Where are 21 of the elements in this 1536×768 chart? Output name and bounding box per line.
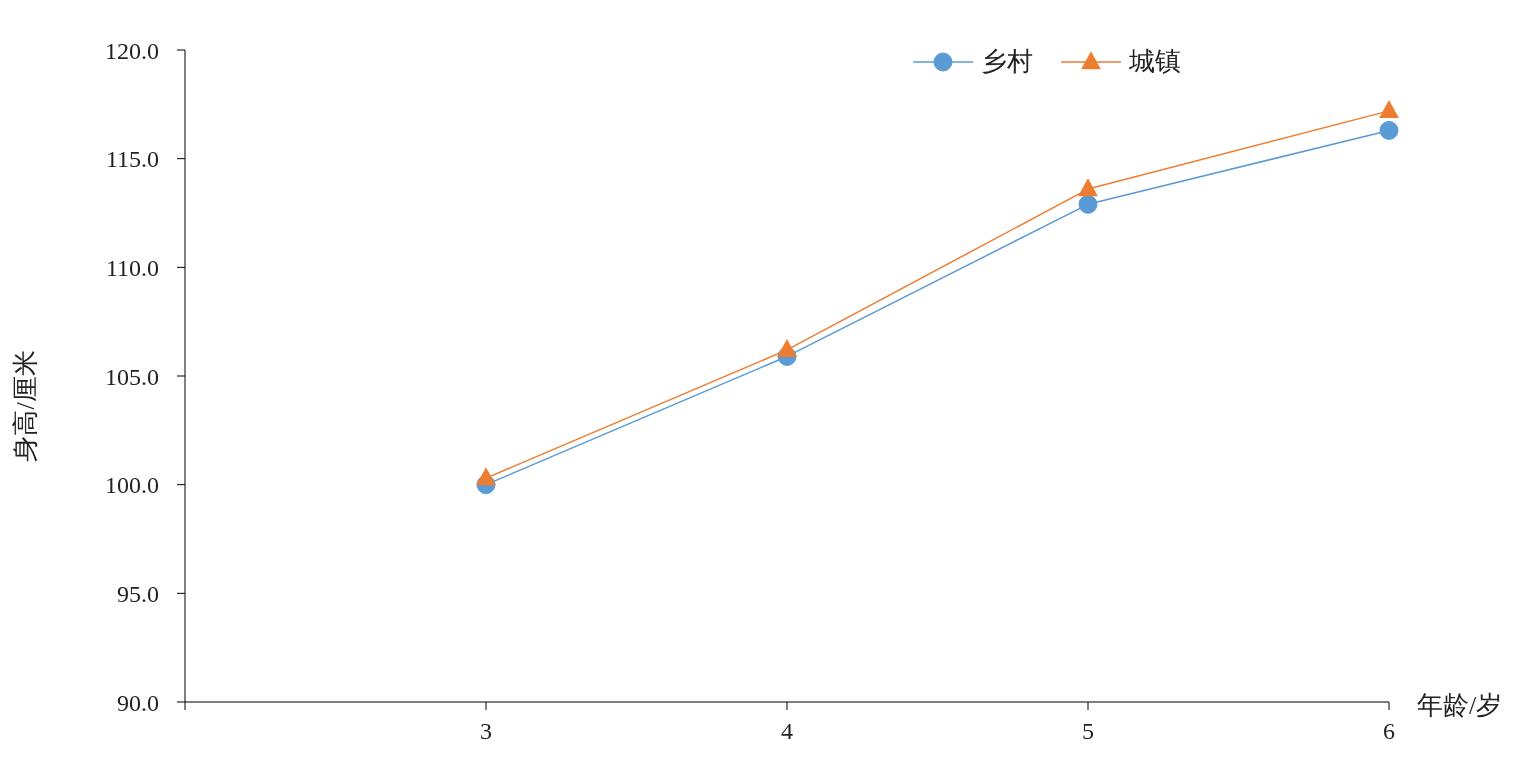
- y-tick-label: 95.0: [117, 580, 159, 607]
- point: [777, 339, 797, 358]
- point: [476, 467, 496, 486]
- y-tick-label: 105.0: [105, 363, 159, 390]
- x-axis-title: 年龄/岁: [1417, 690, 1503, 720]
- legend-label: 城镇: [1129, 46, 1181, 78]
- y-tick-label: 110.0: [105, 254, 159, 281]
- y-tick-label: 120.0: [105, 37, 159, 64]
- legend-label: 乡村: [981, 46, 1033, 78]
- point: [1078, 178, 1098, 197]
- point: [1078, 194, 1098, 214]
- x-tick-label: 4: [781, 718, 793, 745]
- y-tick-label: 100.0: [105, 472, 159, 499]
- y-tick-label: 115.0: [105, 146, 159, 173]
- x-tick-label: 5: [1082, 718, 1094, 745]
- point: [1379, 120, 1399, 140]
- x-tick-label: 6: [1383, 718, 1395, 745]
- point: [1379, 100, 1399, 119]
- y-tick-label: 90.0: [117, 689, 159, 716]
- x-tick-label: 3: [480, 718, 492, 745]
- y-axis-title: 身高/厘米: [10, 350, 40, 462]
